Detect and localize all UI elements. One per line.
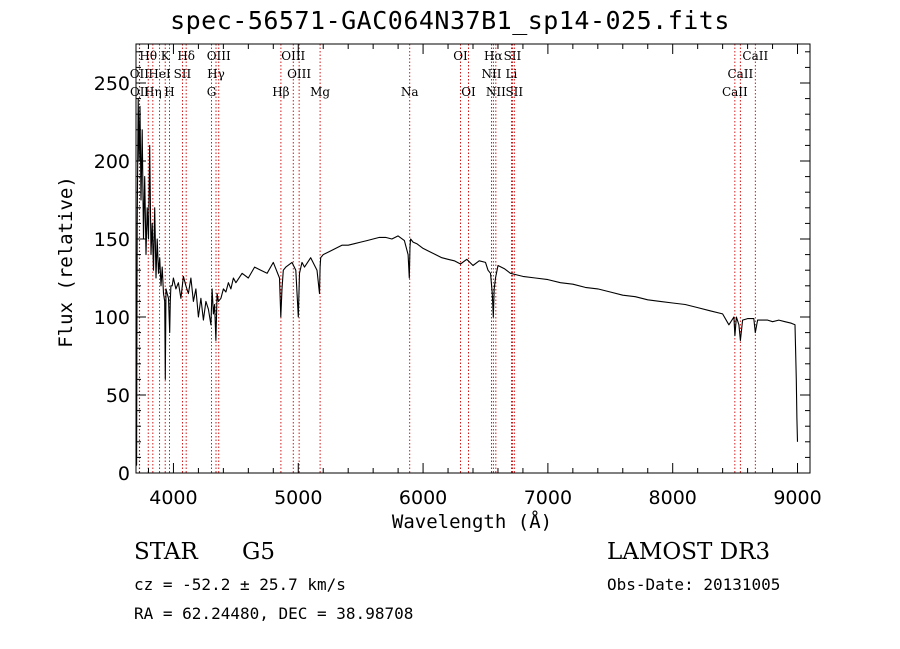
x-tick-label: 5000 [274,487,322,509]
x-tick-label: 8000 [649,487,697,509]
line-label: HeI [148,67,171,81]
line-label: H [164,85,174,99]
line-label: SII [505,85,523,99]
x-tick-label: 6000 [399,487,447,509]
y-axis: 0 50 100 150 200 250 [94,51,810,485]
line-label: SII [174,67,192,81]
line-label: Hγ [207,67,225,81]
line-label: OIII [207,49,231,63]
x-axis-label: Wavelength (Å) [392,510,552,533]
spectral-line-markers [138,44,756,473]
line-label: NII [486,85,506,99]
object-class: STAR [134,539,198,565]
y-tick-label: 100 [94,307,130,329]
line-label: Hθ [139,49,157,63]
ra-dec-coordinates: RA = 62.24480, DEC = 38.98708 [134,604,414,623]
plot-frame [135,43,811,474]
line-label: Hη [144,85,162,99]
plot-border [135,43,811,474]
y-tick-label: 0 [118,463,130,485]
line-label: OII [130,85,150,99]
line-label: CaII [727,67,753,81]
line-label: K [161,49,171,63]
x-tick-label: 9000 [773,487,821,509]
line-label: Mg [310,85,330,99]
line-label: Hβ [272,85,289,99]
x-tick-label: 4000 [149,487,197,509]
x-axis: 4000 5000 6000 7000 8000 9000 [147,44,822,509]
line-label: NII [481,67,501,81]
line-label: Hδ [177,49,195,63]
line-label: OI [461,85,476,99]
line-label: Li [506,67,518,81]
y-tick-label: 150 [94,229,130,251]
line-label: OIII [281,49,305,63]
line-label: CaII [722,85,748,99]
line-label: G [207,85,217,99]
spectrum-plot [135,98,799,466]
chart-title: spec-56571-GAC064N37B1_sp14-025.fits [170,6,730,35]
x-tick-label: 7000 [524,487,572,509]
line-label: SII [504,49,522,63]
y-tick-label: 50 [106,385,130,407]
line-label: CaII [742,49,768,63]
line-label: Na [401,85,419,99]
y-tick-label: 200 [94,151,130,173]
observation-date: Obs-Date: 20131005 [607,575,781,594]
y-tick-label: 250 [94,73,130,95]
y-axis-label: Flux (relative) [55,176,77,348]
line-label: OI [453,49,468,63]
redshift-cz: cz = -52.2 ± 25.7 km/s [134,575,346,594]
line-label: OIII [287,67,311,81]
line-label: OII [130,67,150,81]
line-label: Hα [484,49,503,63]
object-subclass: G5 [242,539,276,565]
survey-name: LAMOST DR3 [607,539,771,565]
spectrum-line [135,98,799,466]
